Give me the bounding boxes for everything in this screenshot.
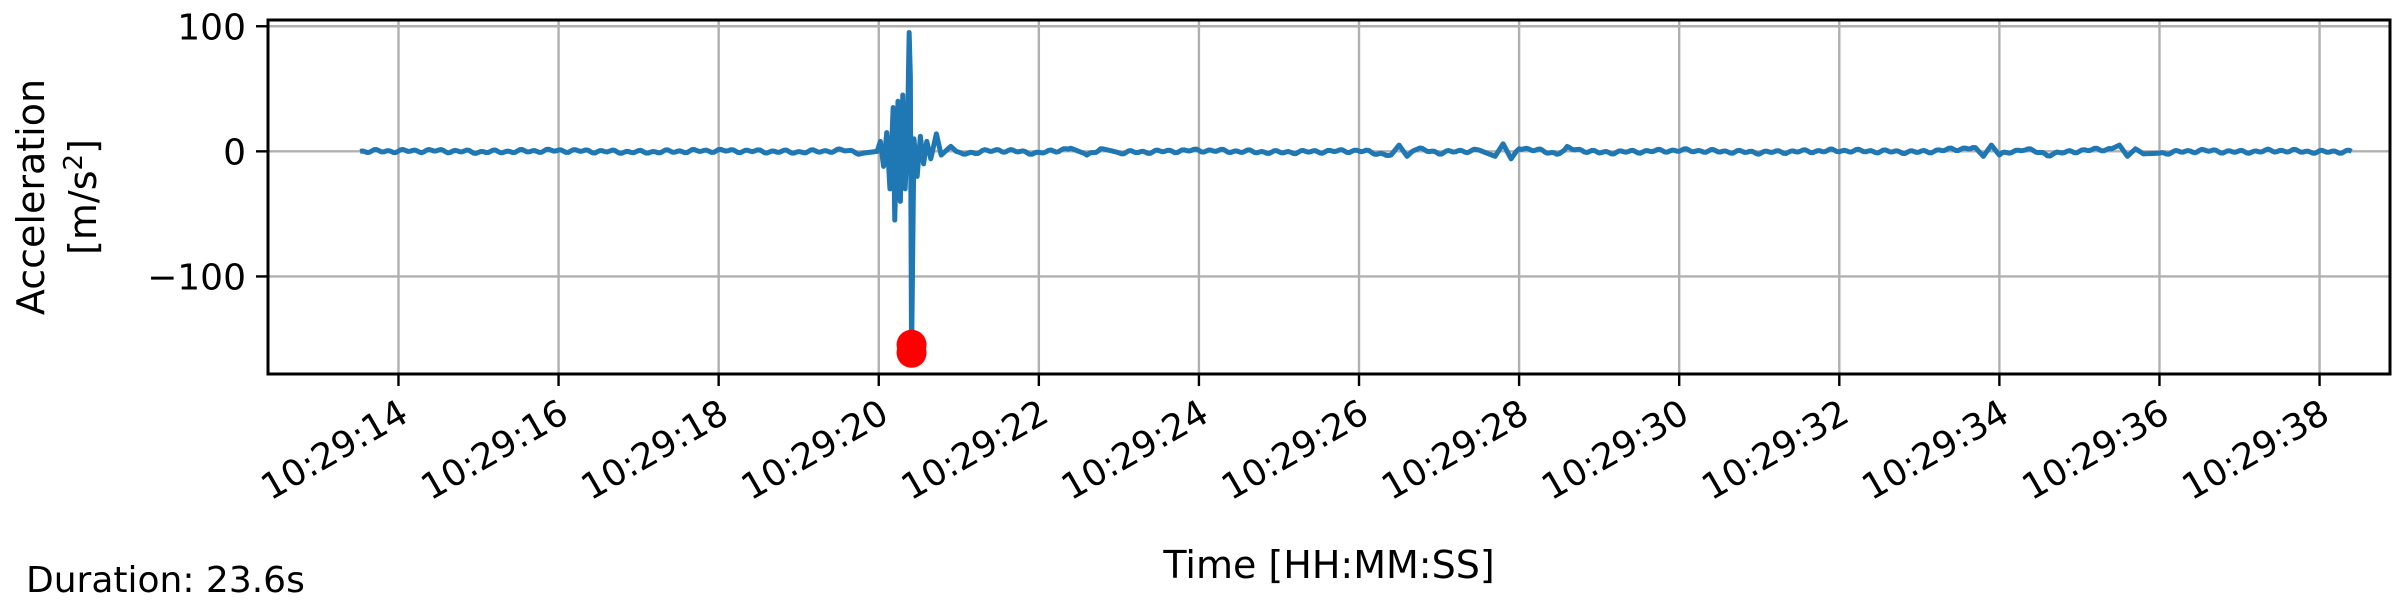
x-tick-label: 10:29:24 <box>1055 392 1216 508</box>
y-axis-unit-exponent: 2 <box>59 154 89 171</box>
x-tick-label: 10:29:22 <box>895 392 1056 508</box>
x-tick-label: 10:29:30 <box>1535 392 1696 508</box>
y-tick-label: 100 <box>177 7 246 48</box>
duration-label: Duration: 23.6s <box>26 560 305 600</box>
acceleration-series-line <box>359 30 2353 361</box>
x-tick-label: 10:29:20 <box>735 392 896 508</box>
series-layer <box>359 30 2353 361</box>
x-tick-label: 10:29:14 <box>254 392 415 508</box>
y-axis-unit: [m/s2] <box>59 139 105 255</box>
marker-layer <box>896 329 927 368</box>
x-tick-label: 10:29:32 <box>1695 392 1856 508</box>
grid <box>268 20 2390 374</box>
y-tick-label: −100 <box>147 257 246 298</box>
x-tick-label: 10:29:38 <box>2176 392 2337 508</box>
y-axis-unit-base: [m/s <box>61 170 105 254</box>
y-axis-unit-close: ] <box>61 139 105 154</box>
x-tick-label: 10:29:18 <box>575 392 736 508</box>
x-tick-label: 10:29:26 <box>1215 392 1376 508</box>
x-tick-label: 10:29:28 <box>1375 392 1536 508</box>
x-tick-label: 10:29:36 <box>2015 392 2176 508</box>
x-tick-label: 10:29:34 <box>1855 392 2016 508</box>
peak-marker-overlap <box>896 329 927 360</box>
plot-frame <box>266 18 2392 376</box>
x-axis-label: Time [HH:MM:SS] <box>1162 543 1494 587</box>
y-axis-label: Acceleration <box>9 79 53 315</box>
y-tick-label: 0 <box>223 132 246 173</box>
x-tick-label: 10:29:16 <box>415 392 576 508</box>
ticks: 10:29:14 10:29:16 10:29:18 10:29:20 10:29:22… <box>147 7 2336 508</box>
